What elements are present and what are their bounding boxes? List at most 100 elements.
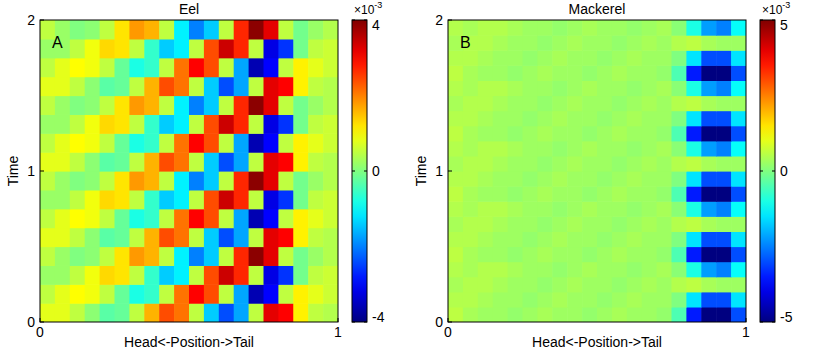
heatmap-cell — [70, 39, 86, 58]
heatmap-cell — [115, 303, 131, 322]
y-tick-label: 0 — [435, 314, 443, 330]
heatmap-cell — [278, 58, 294, 77]
heatmap-cell — [701, 156, 717, 172]
colorbar-tick-label: -5 — [780, 309, 793, 325]
heatmap-cell — [204, 247, 220, 266]
heatmap-cell — [323, 209, 338, 228]
heatmap-cell — [642, 307, 658, 322]
heatmap-cell — [582, 50, 598, 66]
heatmap-cell — [582, 201, 598, 217]
heatmap-cell — [731, 247, 746, 263]
heatmap-cell — [144, 114, 160, 133]
heatmap-cell — [597, 50, 613, 66]
heatmap-cell — [508, 141, 523, 157]
heatmap-cell — [716, 141, 732, 157]
heatmap-cell — [100, 96, 116, 115]
heatmap-cell — [448, 96, 464, 112]
heatmap-cell — [701, 80, 717, 96]
heatmap-cell — [567, 156, 583, 172]
panel: 01012Head<-Position->TailTimeMackerelB-5… — [413, 0, 793, 350]
heatmap-cell — [448, 262, 464, 278]
heatmap-cell — [701, 35, 717, 51]
heatmap-cell — [264, 133, 280, 152]
heatmap-cell — [463, 247, 479, 263]
heatmap-cell — [582, 111, 598, 127]
heatmap-cell — [493, 50, 509, 66]
heatmap-cell — [264, 209, 280, 228]
heatmap-cell — [204, 190, 220, 209]
heatmap-cell — [70, 284, 86, 303]
heatmap-cell — [493, 111, 509, 127]
heatmap-cell — [493, 231, 509, 247]
heatmap-cell — [582, 35, 598, 51]
heatmap-cell — [219, 39, 235, 58]
heatmap-cell — [278, 228, 294, 247]
heatmap-cell — [478, 20, 494, 36]
heatmap-cell — [731, 80, 746, 96]
heatmap-cell — [478, 277, 494, 293]
heatmap-cell — [508, 111, 523, 127]
heatmap-cell — [657, 171, 673, 187]
multiplier-base: ×10 — [354, 3, 375, 17]
heatmap-cell — [100, 152, 116, 171]
heatmap-cell — [552, 96, 568, 112]
heatmap-cell — [508, 186, 523, 202]
heatmap-cell — [552, 262, 568, 278]
colorbar-tick-label: 0 — [780, 163, 788, 179]
heatmap-cell — [672, 156, 688, 172]
heatmap-cell — [115, 20, 131, 39]
heatmap-cell — [174, 96, 190, 115]
heatmap-cell — [582, 171, 598, 187]
heatmap-cell — [672, 65, 688, 81]
heatmap-cell — [731, 20, 746, 36]
heatmap-cell — [159, 284, 175, 303]
heatmap-cell — [508, 35, 523, 51]
heatmap-cell — [264, 114, 280, 133]
heatmap-cell — [478, 186, 494, 202]
heatmap-cell — [174, 284, 190, 303]
heatmap-cell — [100, 77, 116, 96]
heatmap-cell — [478, 262, 494, 278]
heatmap-cell — [159, 152, 175, 171]
heatmap-cell — [204, 228, 220, 247]
figure: 01012Head<-Position->TailTimeEelA-404×10… — [0, 0, 818, 353]
heatmap-cell — [55, 96, 71, 115]
heatmap-cell — [278, 39, 294, 58]
heatmap-cell — [478, 231, 494, 247]
y-tick — [40, 20, 44, 21]
heatmap-cell — [144, 228, 160, 247]
heatmap-cell — [552, 126, 568, 142]
heatmap-cell — [523, 141, 539, 157]
heatmap-cell — [672, 171, 688, 187]
heatmap-cell — [70, 209, 86, 228]
heatmap-cell — [567, 35, 583, 51]
heatmap-cell — [508, 20, 523, 36]
heatmap-cell — [40, 96, 56, 115]
heatmap-cell — [478, 80, 494, 96]
heatmap-cell — [552, 247, 568, 263]
heatmap-cell — [493, 262, 509, 278]
heatmap-cell — [612, 262, 628, 278]
heatmap-cell — [701, 50, 717, 66]
heatmap-cell — [249, 190, 265, 209]
heatmap-cell — [478, 50, 494, 66]
heatmap-cell — [716, 307, 732, 322]
heatmap-cell — [731, 96, 746, 112]
heatmap-cell — [189, 247, 205, 266]
heatmap-cell — [493, 216, 509, 232]
heatmap-cell — [219, 96, 235, 115]
heatmap-cell — [686, 171, 702, 187]
heatmap-cell — [508, 50, 523, 66]
heatmap-cell — [115, 77, 131, 96]
heatmap-cell — [70, 228, 86, 247]
heatmap-cell — [508, 277, 523, 293]
heatmap-cell — [264, 39, 280, 58]
heatmap-cell — [144, 303, 160, 322]
heatmap-cell — [159, 114, 175, 133]
heatmap-cell — [159, 265, 175, 284]
y-tick-label: 1 — [435, 163, 443, 179]
heatmap-cell — [129, 190, 145, 209]
heatmap-cell — [55, 284, 71, 303]
heatmap-cell — [85, 284, 101, 303]
heatmap-cell — [234, 20, 250, 39]
